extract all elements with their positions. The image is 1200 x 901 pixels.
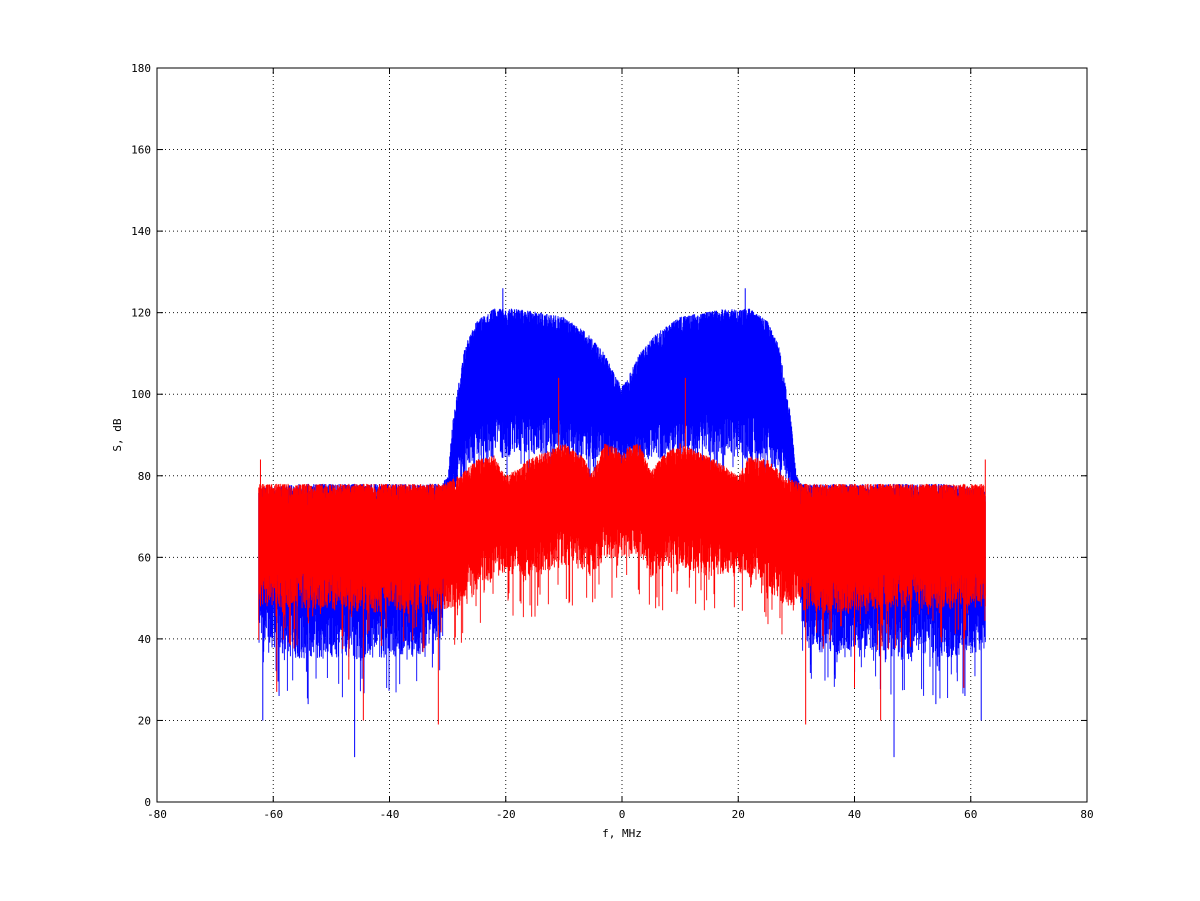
x-tick-label-8: 80 (1080, 808, 1093, 821)
x-tick-label-5: 20 (732, 808, 745, 821)
x-tick-label-3: -20 (496, 808, 516, 821)
x-tick-label-0: -80 (147, 808, 167, 821)
series-1 (258, 377, 986, 725)
x-tick-label-4: 0 (619, 808, 626, 821)
y-tick-label-9: 180 (131, 62, 151, 75)
y-tick-label-7: 140 (131, 225, 151, 238)
series-layer (258, 288, 986, 758)
x-axis-label: f, MHz (602, 827, 642, 840)
series-1-trace (258, 443, 986, 653)
x-tick-label-7: 60 (964, 808, 977, 821)
y-tick-label-1: 20 (138, 714, 151, 727)
y-tick-label-4: 80 (138, 470, 151, 483)
x-tick-label-6: 40 (848, 808, 861, 821)
ticks: -80 -60 -40 -20 0 20 40 60 80 0 20 40 60 80 100 120 140 1… (131, 62, 1094, 821)
y-axis-label: S, dB (111, 418, 124, 451)
y-tick-label-6: 120 (131, 307, 151, 320)
y-tick-label-3: 60 (138, 551, 151, 564)
x-tick-label-1: -60 (263, 808, 283, 821)
x-tick-label-2: -40 (380, 808, 400, 821)
y-tick-label-2: 40 (138, 633, 151, 646)
y-tick-label-5: 100 (131, 388, 151, 401)
y-tick-label-0: 0 (144, 796, 151, 809)
y-tick-label-8: 160 (131, 144, 151, 157)
